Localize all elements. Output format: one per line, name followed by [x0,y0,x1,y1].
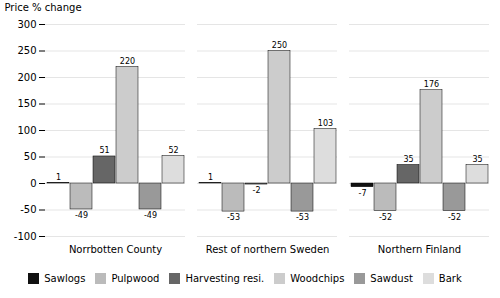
svg-text:1: 1 [56,173,61,182]
svg-text:Rest of northern Sweden: Rest of northern Sweden [206,244,330,255]
svg-text:-52: -52 [379,213,392,222]
svg-text:-50: -50 [20,204,36,215]
svg-text:200: 200 [17,72,36,83]
svg-text:-49: -49 [144,211,157,220]
svg-text:0: 0 [30,178,36,189]
svg-text:Northern Finland: Northern Finland [378,244,461,255]
svg-text:50: 50 [24,151,37,162]
svg-text:220: 220 [120,57,135,66]
html-text:Sawlogs: Sawlogs [44,273,86,284]
svg-text:-49: -49 [75,211,88,220]
svg-text:150: 150 [17,98,36,109]
svg-text:300: 300 [17,19,36,30]
svg-text:Price % change: Price % change [5,2,82,13]
svg-text:35: 35 [472,155,482,164]
svg-text:Norrbotten County: Norrbotten County [69,244,162,255]
svg-text:-53: -53 [227,213,240,222]
svg-text:1: 1 [208,173,213,182]
svg-text:-53: -53 [296,213,309,222]
html-text:Sawdust: Sawdust [370,273,413,284]
svg-text:35: 35 [403,155,413,164]
svg-text:100: 100 [17,125,36,136]
html-text:Bark: Bark [438,273,462,284]
html-text:Woodchips: Woodchips [290,273,345,284]
html-text:Pulpwood: Pulpwood [111,273,160,284]
svg-text:-52: -52 [448,213,461,222]
svg-text:-7: -7 [359,189,367,198]
svg-text:52: 52 [168,146,178,155]
svg-text:176: 176 [424,80,439,89]
svg-text:-2: -2 [253,186,261,195]
html-text:Harvesting resi.: Harvesting resi. [185,273,265,284]
svg-text:250: 250 [272,41,287,50]
svg-text:51: 51 [99,146,109,155]
svg-text:103: 103 [318,119,333,128]
svg-text:250: 250 [17,45,36,56]
svg-text:-100: -100 [14,231,37,242]
